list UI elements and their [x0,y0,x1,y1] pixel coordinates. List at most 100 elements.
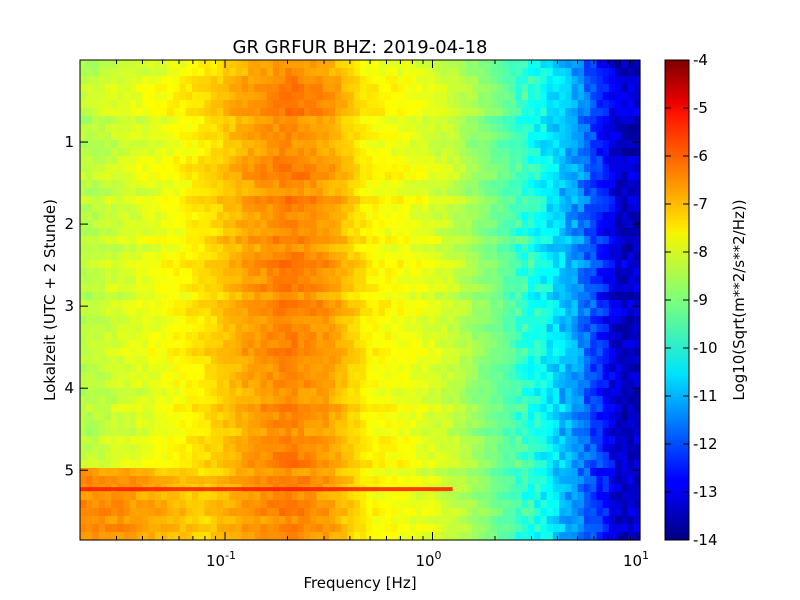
heatmap-cell [316,364,324,373]
heatmap-cell [111,212,118,221]
heatmap-cell [223,220,230,229]
heatmap-cell [621,452,629,461]
heatmap-cell [92,348,100,357]
heatmap-cell [465,324,473,333]
heatmap-cell [322,436,330,445]
heatmap-cell [117,492,125,501]
heatmap-cell [478,276,486,285]
heatmap-cell [322,268,330,277]
heatmap-cell [136,84,143,93]
heatmap-cell [540,100,548,109]
heatmap-cell [167,108,174,117]
heatmap-cell [584,364,591,373]
heatmap-cell [123,500,131,509]
heatmap-cell [192,196,199,205]
heatmap-cell [229,212,237,221]
heatmap-cell [304,468,311,477]
heatmap-cell [478,348,486,357]
heatmap-cell [328,76,336,85]
heatmap-cell [117,212,125,221]
heatmap-cell [447,356,454,365]
heatmap-cell [577,108,585,117]
heatmap-cell [304,308,311,317]
heatmap-cell [353,252,361,261]
heatmap-cell [285,268,293,277]
heatmap-cell [496,76,504,85]
heatmap-cell [285,460,293,469]
heatmap-cell [571,292,579,301]
heatmap-cell [111,164,118,173]
heatmap-cell [310,452,318,461]
heatmap-cell [515,292,523,301]
heatmap-cell [353,60,361,69]
heatmap-cell [602,300,610,309]
heatmap-cell [596,68,604,77]
heatmap-cell [546,340,554,349]
heatmap-cell [335,148,342,157]
heatmap-cell [416,364,423,373]
heatmap-cell [341,292,349,301]
heatmap-cell [472,436,479,445]
heatmap-cell [304,148,311,157]
heatmap-cell [328,100,336,109]
heatmap-cell [546,460,554,469]
heatmap-cell [260,364,268,373]
heatmap-cell [297,92,305,101]
heatmap-cell [129,396,137,405]
heatmap-cell [447,324,454,333]
heatmap-cell [179,412,187,421]
heatmap-cell [459,412,467,421]
heatmap-cell [521,204,529,213]
heatmap-cell [272,404,280,413]
heatmap-cell [528,156,535,165]
heatmap-cell [496,444,504,453]
heatmap-cell [360,444,367,453]
heatmap-cell [372,228,380,237]
heatmap-cell [123,492,131,501]
heatmap-cell [229,180,237,189]
heatmap-cell [372,292,380,301]
heatmap-cell [577,420,585,429]
heatmap-cell [590,252,598,261]
heatmap-cell [297,188,305,197]
heatmap-cell [521,60,529,69]
heatmap-cell [615,348,622,357]
heatmap-cell [453,204,461,213]
heatmap-cell [509,156,517,165]
heatmap-cell [472,460,479,469]
heatmap-cell [472,268,479,277]
heatmap-cell [316,452,324,461]
heatmap-cell [590,476,598,485]
heatmap-cell [316,188,324,197]
heatmap-cell [584,180,591,189]
heatmap-cell [111,348,118,357]
heatmap-cell [428,268,436,277]
heatmap-cell [546,180,554,189]
heatmap-cell [198,180,206,189]
heatmap-cell [129,356,137,365]
heatmap-cell [216,68,224,77]
heatmap-cell [266,260,274,269]
heatmap-cell [596,348,604,357]
heatmap-cell [291,492,299,501]
heatmap-cell [621,204,629,213]
heatmap-cell [335,324,342,333]
heatmap-cell [633,340,641,349]
heatmap-cell [260,460,268,469]
heatmap-cell [210,388,218,397]
heatmap-cell [154,420,162,429]
heatmap-cell [459,108,467,117]
heatmap-cell [185,164,193,173]
heatmap-cell [104,444,112,453]
heatmap-cell [316,500,324,509]
heatmap-cell [590,148,598,157]
heatmap-cell [453,132,461,141]
heatmap-cell [229,220,237,229]
heatmap-cell [428,388,436,397]
heatmap-cell [584,84,591,93]
heatmap-cell [534,180,542,189]
heatmap-cell [465,348,473,357]
heatmap-cell [216,364,224,373]
heatmap-cell [602,316,610,325]
heatmap-cell [384,468,392,477]
